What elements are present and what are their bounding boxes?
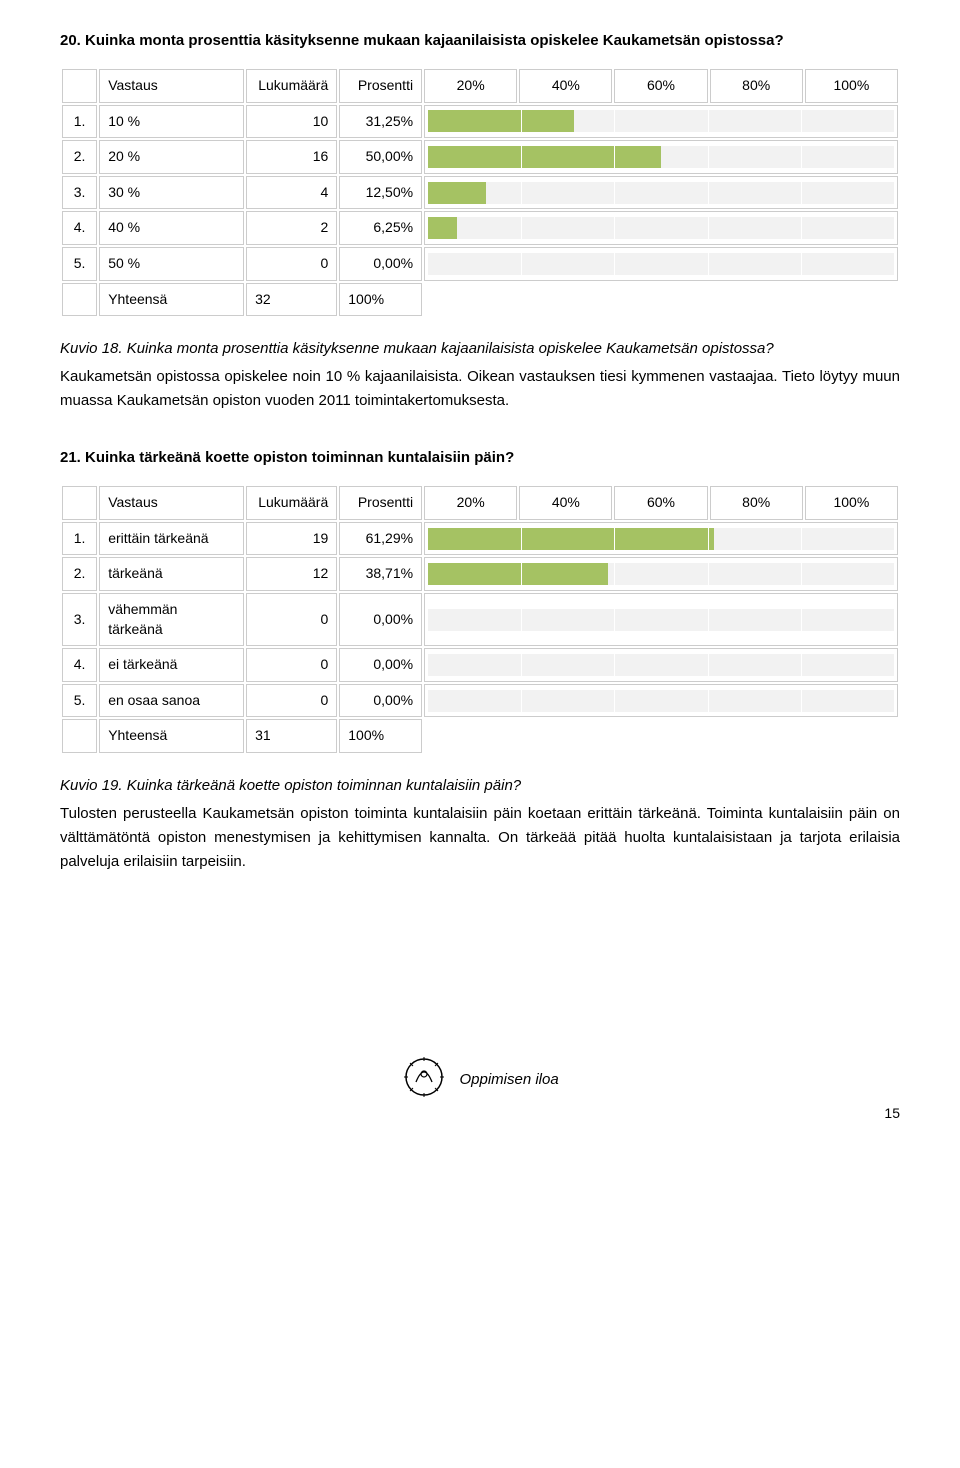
table-row: 3.vähemmän tärkeänä00,00% [62,593,898,646]
q21-th-count: Lukumäärä [246,486,337,520]
table-row: 5.en osaa sanoa00,00% [62,684,898,718]
row-count: 0 [246,593,337,646]
q21-th-tick-3: 60% [614,486,707,520]
q21-table: Vastaus Lukumäärä Prosentti 20% 40% 60% … [60,484,900,755]
row-percent: 6,25% [339,211,422,245]
q20-th-pct: Prosentti [339,69,422,103]
row-percent: 61,29% [339,522,422,556]
q21-tbody: 1.erittäin tärkeänä1961,29%2.tärkeänä123… [62,522,898,718]
row-index: 5. [62,684,97,718]
row-percent: 31,25% [339,105,422,139]
q20-th-tick-4: 80% [710,69,803,103]
row-index: 4. [62,211,97,245]
row-label: 30 % [99,176,244,210]
page-footer: Oppimisen iloa 15 [60,1054,900,1124]
table-row: 3.30 %412,50% [62,176,898,210]
row-label: en osaa sanoa [99,684,244,718]
q21-th-label: Vastaus [99,486,244,520]
row-label: 40 % [99,211,244,245]
table-row: 1.erittäin tärkeänä1961,29% [62,522,898,556]
row-index: 5. [62,247,97,281]
row-label: 50 % [99,247,244,281]
q21-heading: 21. Kuinka tärkeänä koette opiston toimi… [60,447,900,468]
q21-th-tick-2: 40% [519,486,612,520]
q20-th-tick-1: 20% [424,69,517,103]
row-index: 1. [62,522,97,556]
q21-total-pct: 100% [339,719,422,753]
q20-th-tick-3: 60% [614,69,707,103]
row-label: ei tärkeänä [99,648,244,682]
q20-heading: 20. Kuinka monta prosenttia käsityksenne… [60,30,900,51]
table-row: 1.10 %1031,25% [62,105,898,139]
row-bar [424,211,898,245]
row-bar [424,557,898,591]
row-bar [424,140,898,174]
row-percent: 0,00% [339,247,422,281]
row-label: erittäin tärkeänä [99,522,244,556]
row-label: vähemmän tärkeänä [99,593,244,646]
row-bar [424,522,898,556]
table-row: 4.ei tärkeänä00,00% [62,648,898,682]
row-count: 19 [246,522,337,556]
q20-th-tick-2: 40% [519,69,612,103]
table-row: 4.40 %26,25% [62,211,898,245]
q21-th-pct: Prosentti [339,486,422,520]
row-bar [424,593,898,646]
q21-caption: Kuvio 19. Kuinka tärkeänä koette opiston… [60,775,900,796]
row-percent: 0,00% [339,684,422,718]
footer-motto: Oppimisen iloa [459,1071,558,1088]
row-count: 12 [246,557,337,591]
row-count: 0 [246,684,337,718]
q20-body: Kaukametsän opistossa opiskelee noin 10 … [60,365,900,413]
table-row: 2.tärkeänä1238,71% [62,557,898,591]
q20-total-count: 32 [246,283,337,317]
row-bar [424,247,898,281]
row-index: 3. [62,593,97,646]
row-label: 10 % [99,105,244,139]
q20-tbody: 1.10 %1031,25%2.20 %1650,00%3.30 %412,50… [62,105,898,281]
q20-th-count: Lukumäärä [246,69,337,103]
q21-th-tick-4: 80% [710,486,803,520]
row-bar [424,684,898,718]
q20-th-label: Vastaus [99,69,244,103]
row-count: 10 [246,105,337,139]
q21-total-count: 31 [246,719,337,753]
q21-body: Tulosten perusteella Kaukametsän opiston… [60,802,900,874]
q20-caption: Kuvio 18. Kuinka monta prosenttia käsity… [60,338,900,359]
row-index: 1. [62,105,97,139]
row-percent: 0,00% [339,593,422,646]
table-row: 5.50 %00,00% [62,247,898,281]
row-count: 16 [246,140,337,174]
row-index: 4. [62,648,97,682]
q21-th-tick-1: 20% [424,486,517,520]
row-label: tärkeänä [99,557,244,591]
row-index: 2. [62,557,97,591]
row-label: 20 % [99,140,244,174]
q20-table: Vastaus Lukumäärä Prosentti 20% 40% 60% … [60,67,900,318]
row-count: 0 [246,648,337,682]
q21-total-label: Yhteensä [99,719,244,753]
page-number: 15 [884,1104,900,1124]
q21-th-tick-5: 100% [805,486,898,520]
q20-th-tick-5: 100% [805,69,898,103]
row-bar [424,648,898,682]
table-row: 2.20 %1650,00% [62,140,898,174]
row-bar [424,105,898,139]
q20-total-label: Yhteensä [99,283,244,317]
row-percent: 0,00% [339,648,422,682]
q20-total-pct: 100% [339,283,422,317]
row-count: 2 [246,211,337,245]
row-count: 0 [246,247,337,281]
row-percent: 50,00% [339,140,422,174]
logo-icon [401,1054,447,1106]
row-percent: 12,50% [339,176,422,210]
row-index: 2. [62,140,97,174]
row-percent: 38,71% [339,557,422,591]
row-index: 3. [62,176,97,210]
row-count: 4 [246,176,337,210]
row-bar [424,176,898,210]
